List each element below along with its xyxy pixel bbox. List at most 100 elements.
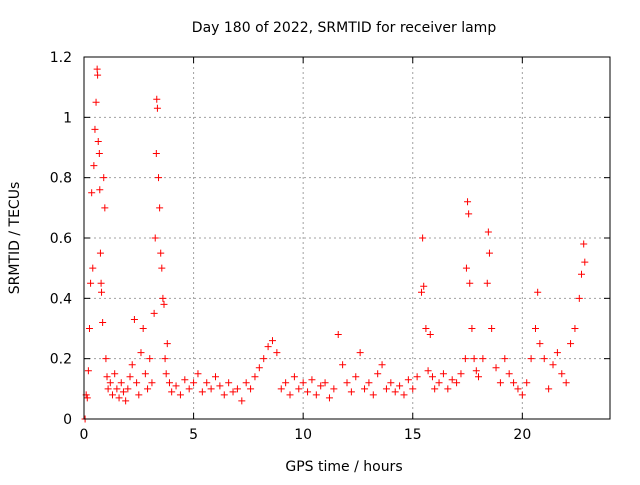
data-point [536,340,544,348]
data-point [352,373,360,381]
data-point [100,174,108,182]
data-point [95,150,103,158]
data-point [157,249,165,257]
data-point [426,331,434,339]
data-point [431,385,439,393]
data-point [260,355,268,363]
y-tick-label: 0.8 [50,171,72,187]
data-point [133,379,141,387]
data-point [88,189,96,197]
data-point [168,388,176,396]
data-point [124,385,132,393]
data-point [165,379,173,387]
x-tick-label: 5 [189,427,198,443]
data-point [104,385,112,393]
data-point [92,98,100,106]
data-point [553,349,561,357]
x-axis-label: GPS time / hours [285,459,402,475]
data-point [128,361,136,369]
data-point [115,394,123,402]
data-point [103,373,111,381]
data-point [382,385,390,393]
data-point [488,325,496,332]
data-point [144,385,152,393]
data-point [334,331,342,339]
data-point [422,325,430,332]
data-point [562,379,570,387]
data-point [418,288,426,296]
data-point [356,349,364,357]
data-point [90,162,98,170]
data-point [113,385,121,393]
data-point [108,391,116,399]
data-point [299,379,307,387]
data-point [163,340,171,348]
data-point [162,370,170,378]
data-point [496,379,504,387]
data-point [479,355,487,363]
data-point [343,379,351,387]
data-point [139,325,147,332]
data-point [190,379,198,387]
x-tick-label: 10 [294,427,312,443]
x-tick-label: 20 [513,427,531,443]
data-point [534,288,542,296]
data-point [545,385,553,393]
data-point [510,379,518,387]
y-tick-label: 0 [63,412,72,428]
y-tick-label: 0.6 [50,231,72,247]
data-point [158,264,166,272]
data-point [558,370,566,378]
data-point [580,240,588,248]
data-point [567,340,575,348]
y-tick-label: 1 [63,110,72,126]
data-point [527,355,535,363]
data-point [290,373,298,381]
chart-title: Day 180 of 2022, SRMTID for receiver lam… [192,20,497,36]
data-point [325,394,333,402]
data-point [448,376,456,384]
data-point [387,379,395,387]
data-point [420,282,428,290]
data-point [148,379,156,387]
data-point [89,264,97,272]
data-point [85,325,93,332]
data-point [153,95,161,103]
data-point [468,325,476,332]
data-point [424,367,432,375]
data-point [83,394,91,402]
data-point [575,294,583,302]
data-point [96,249,104,257]
data-point [578,270,586,278]
data-point [150,309,158,317]
y-axis-label: SRMTID / TECUs [7,182,23,295]
data-point [330,385,338,393]
data-point [152,150,160,158]
data-point [156,204,164,212]
data-point [137,349,145,357]
data-point [321,379,329,387]
y-tick-label: 0.2 [50,352,72,368]
data-point [461,355,469,363]
data-point [475,373,482,381]
data-point [264,343,272,351]
data-point [216,382,224,390]
data-point [485,249,493,257]
tick-labels: 0 5 10 15 20 0 0.2 0.4 0.6 0.8 1 1.2 [50,50,532,443]
data-point [99,318,107,326]
data-point [404,376,412,384]
data-point [155,174,163,182]
data-point [130,315,138,323]
data-point [347,388,355,396]
data-point [117,379,125,387]
data-point [374,370,382,378]
data-point [225,379,233,387]
data-point [312,391,320,399]
data-point [185,385,193,393]
data-point [439,370,447,378]
data-point [483,279,491,287]
data-points [81,65,589,423]
data-point [361,385,369,393]
